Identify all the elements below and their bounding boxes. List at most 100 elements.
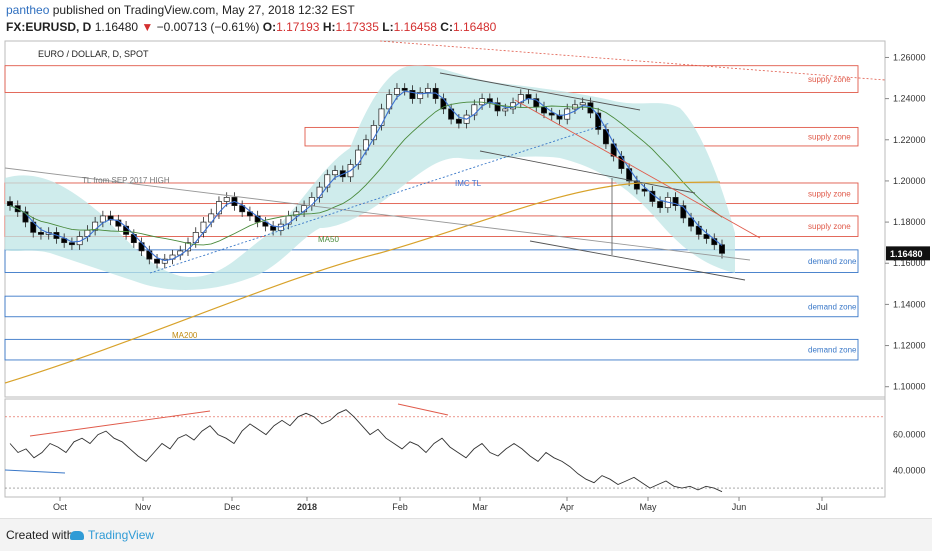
candle-body (332, 170, 338, 176)
candle-body (363, 139, 369, 151)
time-tick-label: Dec (224, 502, 241, 512)
candle-body (595, 112, 602, 130)
candle-body (633, 180, 640, 190)
time-tick-label: Mar (472, 502, 488, 512)
price-tick-label: 1.10000 (893, 382, 926, 392)
candles-layer (7, 83, 725, 269)
candle-body (107, 215, 114, 221)
candle-body (38, 232, 44, 235)
oscillator-tick-label: 40.0000 (893, 465, 926, 475)
chart-header: pantheo published on TradingView.com, Ma… (0, 0, 932, 38)
down-arrow-icon: ▼ (141, 20, 154, 34)
time-axis: Oct Nov Dec 2018 Feb Mar Apr May Jun Jul (53, 497, 828, 512)
long-resistance-line (379, 40, 886, 81)
chart-title: EURO / DOLLAR, D, SPOT (38, 49, 149, 59)
open-label: O: (262, 20, 277, 34)
candle-body (502, 108, 509, 112)
demand-zone-label: demand zone (808, 257, 857, 266)
imc-trendline (149, 122, 611, 274)
candle-body (223, 197, 230, 202)
channel-top-line (439, 72, 641, 111)
price-tick-label: 1.14000 (893, 299, 926, 309)
chart-annotation: MA200 (172, 331, 198, 340)
price-tick-label: 1.26000 (893, 52, 926, 62)
sep2017-trendline (4, 167, 751, 261)
high-label: H: (322, 20, 336, 34)
candle-body (68, 242, 75, 246)
candle-body (494, 102, 501, 112)
last-price-tag (886, 246, 930, 261)
candle-body (556, 114, 563, 120)
oscillator-tick-label: 60.0000 (893, 430, 926, 440)
time-tick-label: May (639, 502, 657, 512)
ma50-line (9, 101, 723, 246)
candle-body (370, 125, 377, 141)
candle-body (161, 258, 168, 264)
ema-line (9, 90, 723, 262)
last-price: 1.16480 (94, 20, 139, 34)
time-tick-label: Jun (732, 502, 747, 512)
time-tick-label: 2018 (297, 502, 317, 512)
time-tick-label: Feb (392, 502, 408, 512)
candle-body (378, 108, 385, 126)
demand-zone-box (4, 249, 859, 273)
chart-canvas[interactable]: supply zone supply zone supply zone supply … (0, 38, 932, 518)
supply-zone-label: supply zone (808, 189, 851, 198)
supply-zone-box (4, 182, 859, 205)
candle-body (7, 201, 13, 206)
indicator-pane-frame (4, 398, 886, 498)
candle-body (703, 234, 710, 239)
labels-layer: TL from SEP 2017 HIGH IMC TL MA50 MA200 (82, 176, 482, 340)
candle-body (262, 221, 269, 227)
symbol-name: FX:EURUSD, D (6, 20, 92, 34)
candle-body (641, 188, 648, 192)
candle-body (417, 92, 424, 99)
demand-zone-label: demand zone (808, 346, 857, 355)
candle-body (61, 238, 68, 244)
time-tick-label: Oct (53, 502, 68, 512)
candle-body (409, 90, 416, 99)
candle-body (486, 98, 493, 104)
last-price-tag-label: 1.16480 (890, 249, 923, 259)
candle-body (579, 102, 586, 106)
candle-body (216, 201, 222, 215)
candle-body (657, 201, 664, 209)
price-axis: 1.26000 1.24000 1.22000 1.20000 1.18000 1.160… (885, 52, 930, 392)
publish-line: pantheo published on TradingView.com, Ma… (6, 3, 355, 17)
symbol-line: FX:EURUSD, D 1.16480 ▼ −0.00713 (−0.61%)… (6, 20, 496, 34)
price-tick-label: 1.16000 (893, 258, 926, 268)
volatility-cloud-a (5, 65, 735, 290)
open-value: 1.17193 (276, 20, 320, 34)
lower-channel-line (529, 240, 746, 281)
username-link[interactable]: pantheo (6, 3, 50, 17)
candle-body (154, 258, 160, 264)
demand-zone-box (4, 338, 859, 361)
red-downtrend-line (514, 99, 761, 239)
price-tick-label: 1.18000 (893, 217, 926, 227)
ma200-line (4, 181, 721, 384)
candle-body (517, 94, 524, 104)
demand-zone-box (4, 295, 859, 318)
tradingview-link[interactable]: TradingView (70, 528, 154, 542)
demand-zone-label: demand zone (808, 302, 857, 311)
close-value: 1.16480 (452, 20, 497, 34)
candle-body (355, 149, 362, 165)
low-value: 1.16458 (393, 20, 437, 34)
supply-zone-label: supply zone (808, 133, 851, 142)
divergence-arrow-blue (4, 469, 66, 474)
candle-body (719, 244, 725, 254)
candle-body (246, 211, 253, 217)
lines-layer (4, 40, 886, 384)
chart-annotation: TL from SEP 2017 HIGH (82, 176, 170, 185)
candle-body (680, 205, 687, 219)
candle-body (293, 211, 300, 217)
candle-body (672, 197, 679, 206)
candle-body (76, 236, 83, 246)
candle-body (401, 87, 408, 91)
high-value: 1.17335 (335, 20, 379, 34)
chart-annotation: IMC TL (455, 179, 482, 188)
candle-body (239, 205, 246, 213)
time-tick-label: Nov (135, 502, 152, 512)
candle-body (424, 87, 431, 93)
candle-body (324, 174, 331, 188)
